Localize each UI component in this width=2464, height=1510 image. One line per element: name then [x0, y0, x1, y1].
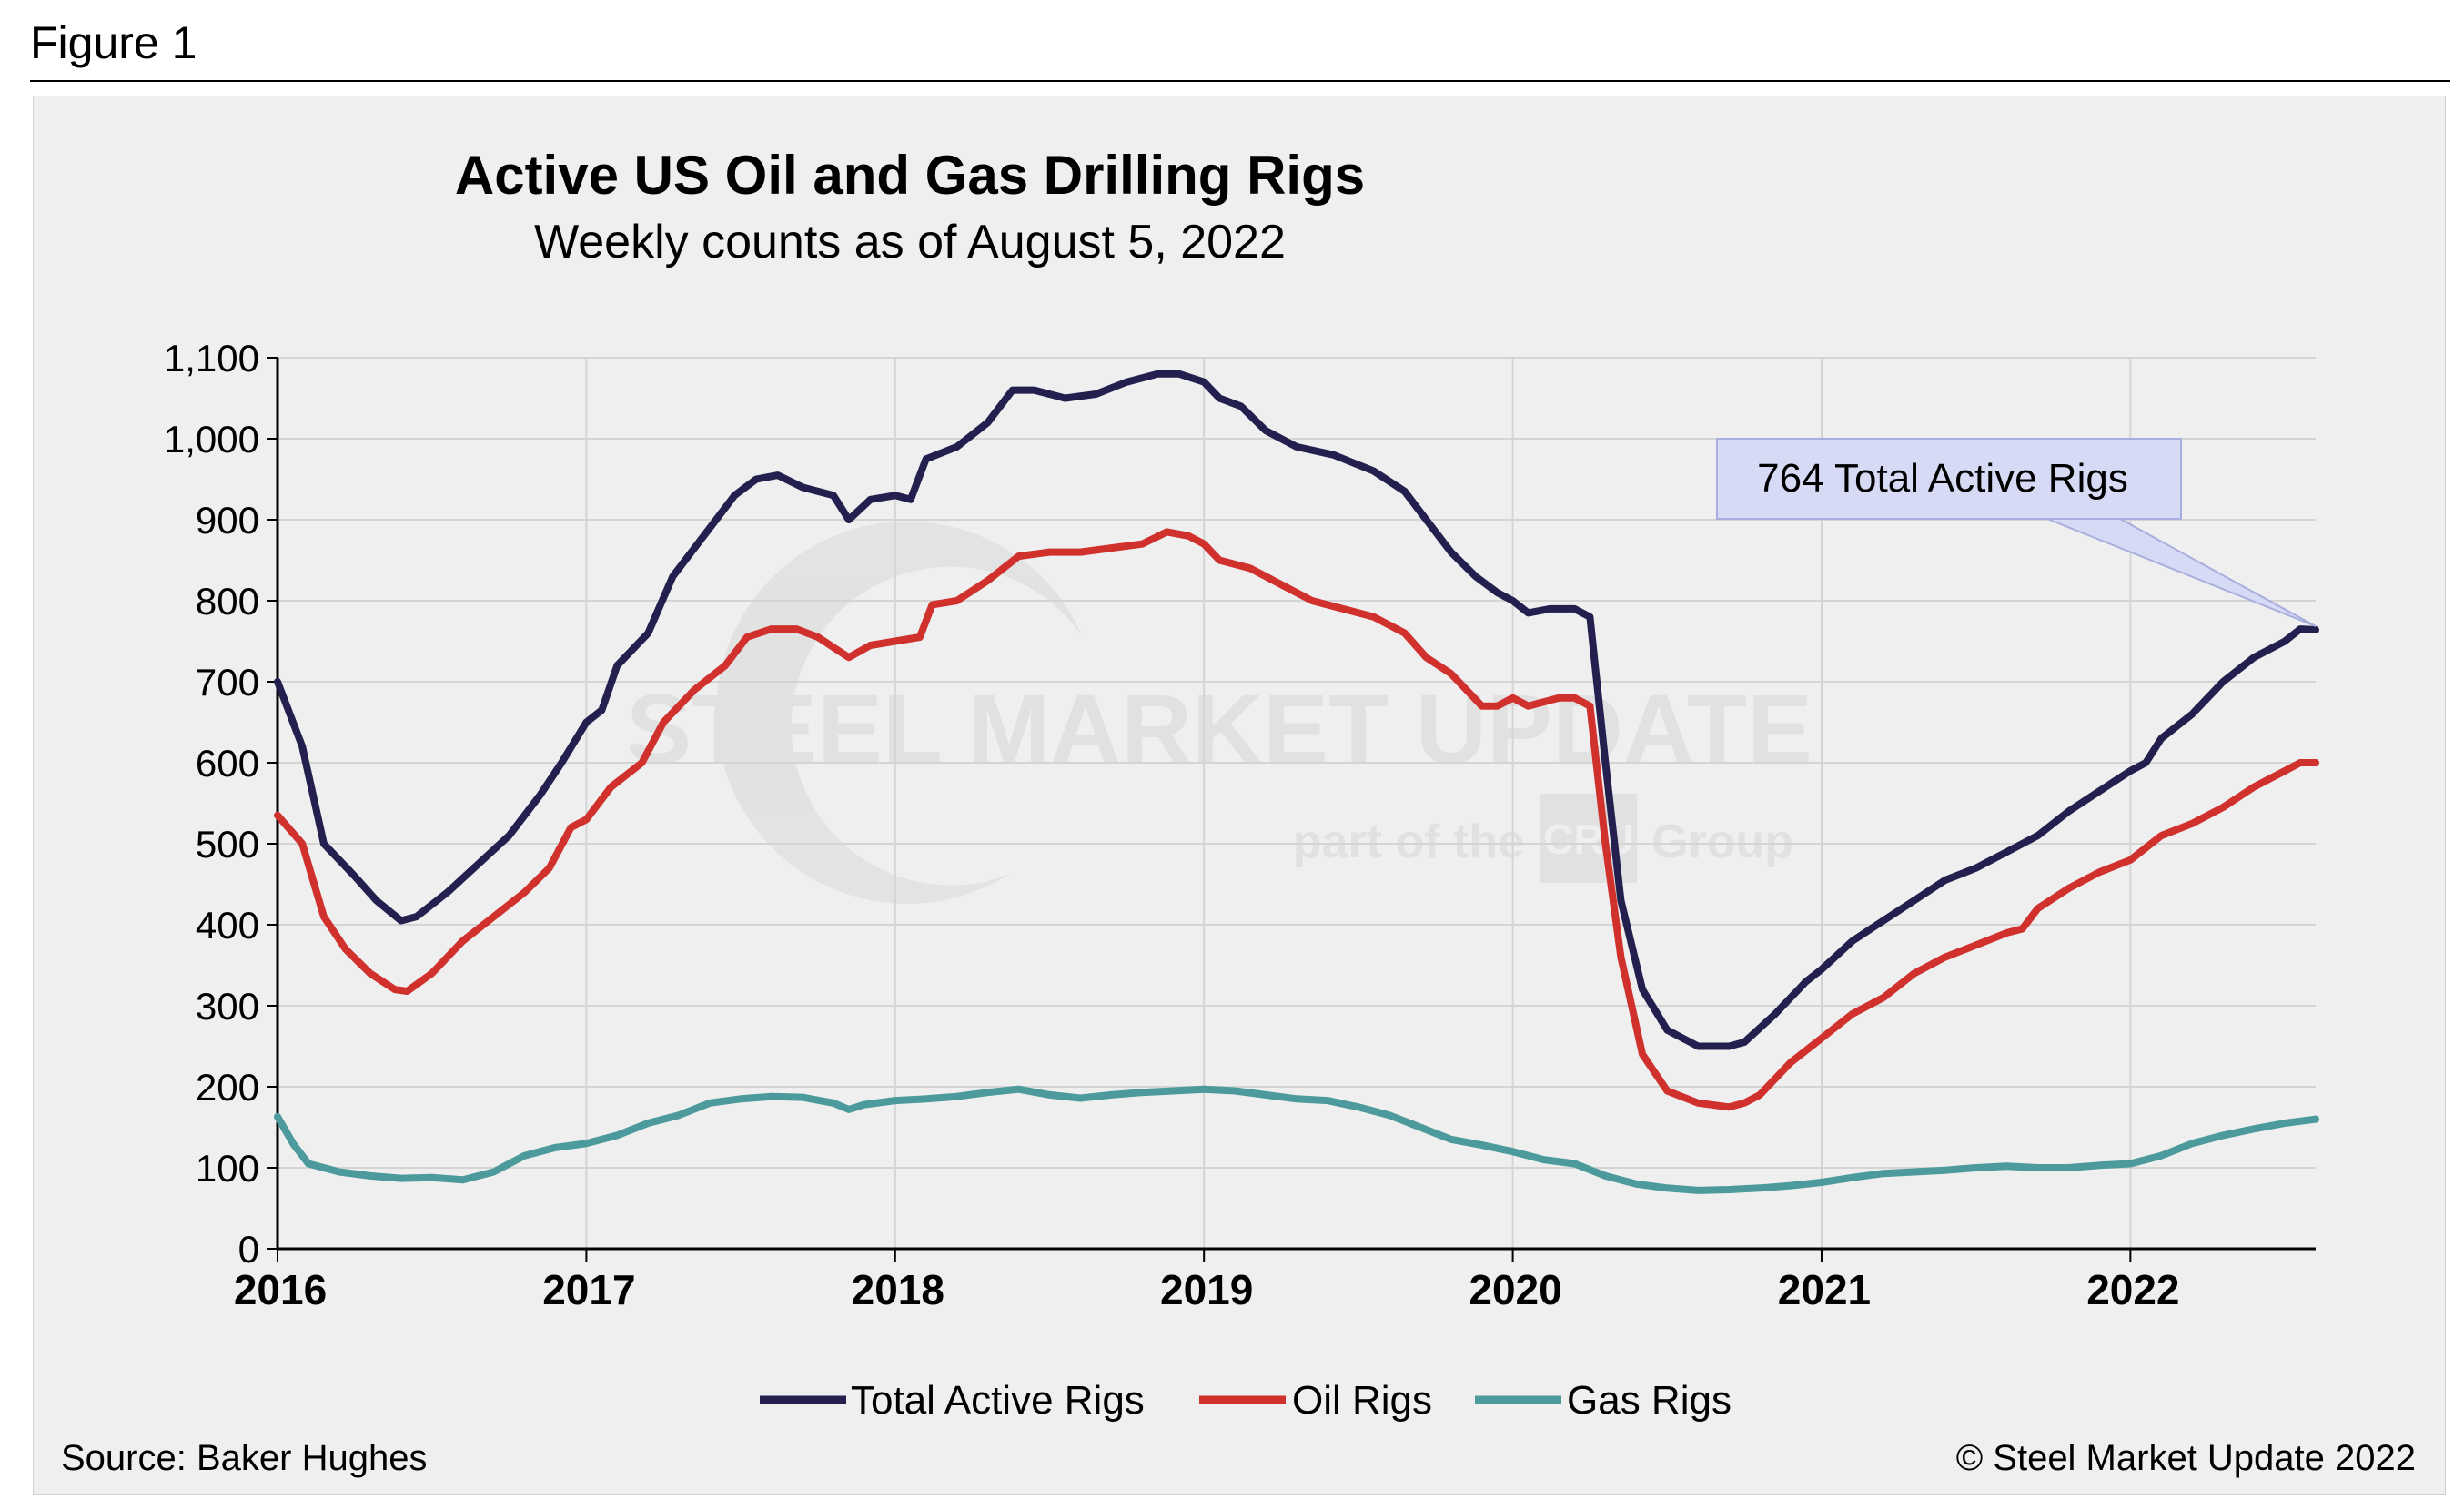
- y-tick-label: 800: [196, 580, 259, 623]
- x-tick-label: 2019: [1160, 1266, 1253, 1313]
- x-tick-label: 2016: [234, 1266, 327, 1313]
- series-line-total-active-rigs: [274, 370, 2319, 1050]
- gridlines: [278, 357, 2316, 1249]
- y-tick-label: 200: [196, 1066, 259, 1109]
- legend-label-oil-rigs: Oil Rigs: [1292, 1378, 1432, 1423]
- watermark-tagline-start: part of the: [1293, 816, 1524, 868]
- series-line-gas-rigs: [274, 1085, 2319, 1194]
- copyright-note: © Steel Market Update 2022: [1956, 1438, 2416, 1478]
- watermark-tagline-end: Group: [1651, 816, 1793, 868]
- chart-title: Active US Oil and Gas Drilling Rigs: [455, 145, 1365, 206]
- callout-text: 764 Total Active Rigs: [1757, 456, 2128, 501]
- legend-label-gas-rigs: Gas Rigs: [1567, 1378, 1732, 1423]
- figure-label: Figure 1: [30, 17, 197, 68]
- x-tick-label: 2020: [1469, 1266, 1561, 1313]
- y-tick-label: 700: [196, 661, 259, 704]
- x-tick-label: 2018: [852, 1266, 944, 1313]
- y-tick-label: 100: [196, 1147, 259, 1190]
- legend-label-total-active-rigs: Total Active Rigs: [851, 1378, 1145, 1423]
- callout-box: [1716, 438, 2182, 520]
- watermark-logo-text: CRU: [1543, 816, 1634, 863]
- watermark: STEEL MARKET UPDATE part of the CRU Grou…: [626, 521, 1813, 904]
- y-axis-ticks: 0 100 200 300 400 500 600 700 800 900 1,000 1,100: [164, 337, 278, 1271]
- watermark-swoosh: [716, 521, 1083, 904]
- callout-pointer: [2046, 518, 2317, 627]
- series-lines: [274, 370, 2319, 1194]
- chart-subtitle: Weekly counts as of August 5, 2022: [534, 216, 1286, 269]
- y-tick-label: 900: [196, 499, 259, 542]
- watermark-brand: STEEL MARKET UPDATE: [626, 674, 1813, 784]
- y-tick-label: 300: [196, 985, 259, 1028]
- callout: 764 Total Active Rigs: [1716, 438, 2317, 627]
- y-tick-label: 400: [196, 904, 259, 947]
- series-line-oil-rigs: [274, 528, 2319, 1111]
- y-tick-label: 500: [196, 823, 259, 866]
- chart-frame: [33, 96, 2446, 1495]
- x-tick-label: 2017: [542, 1266, 635, 1313]
- legend: Total Active Rigs Oil Rigs Gas Rigs: [760, 1378, 1732, 1423]
- y-tick-label: 1,100: [164, 337, 259, 380]
- x-tick-label: 2021: [1778, 1266, 1871, 1313]
- y-tick-label: 600: [196, 742, 259, 785]
- source-note: Source: Baker Hughes: [61, 1438, 427, 1478]
- y-tick-label: 0: [238, 1228, 259, 1271]
- x-axis-ticks: 2016 2017 2018 2019 2020 2021 2022: [234, 1249, 2180, 1313]
- axes: [276, 358, 2316, 1251]
- x-tick-label: 2022: [2086, 1266, 2179, 1313]
- figure-divider: [30, 80, 2450, 82]
- y-tick-label: 1,000: [164, 418, 259, 461]
